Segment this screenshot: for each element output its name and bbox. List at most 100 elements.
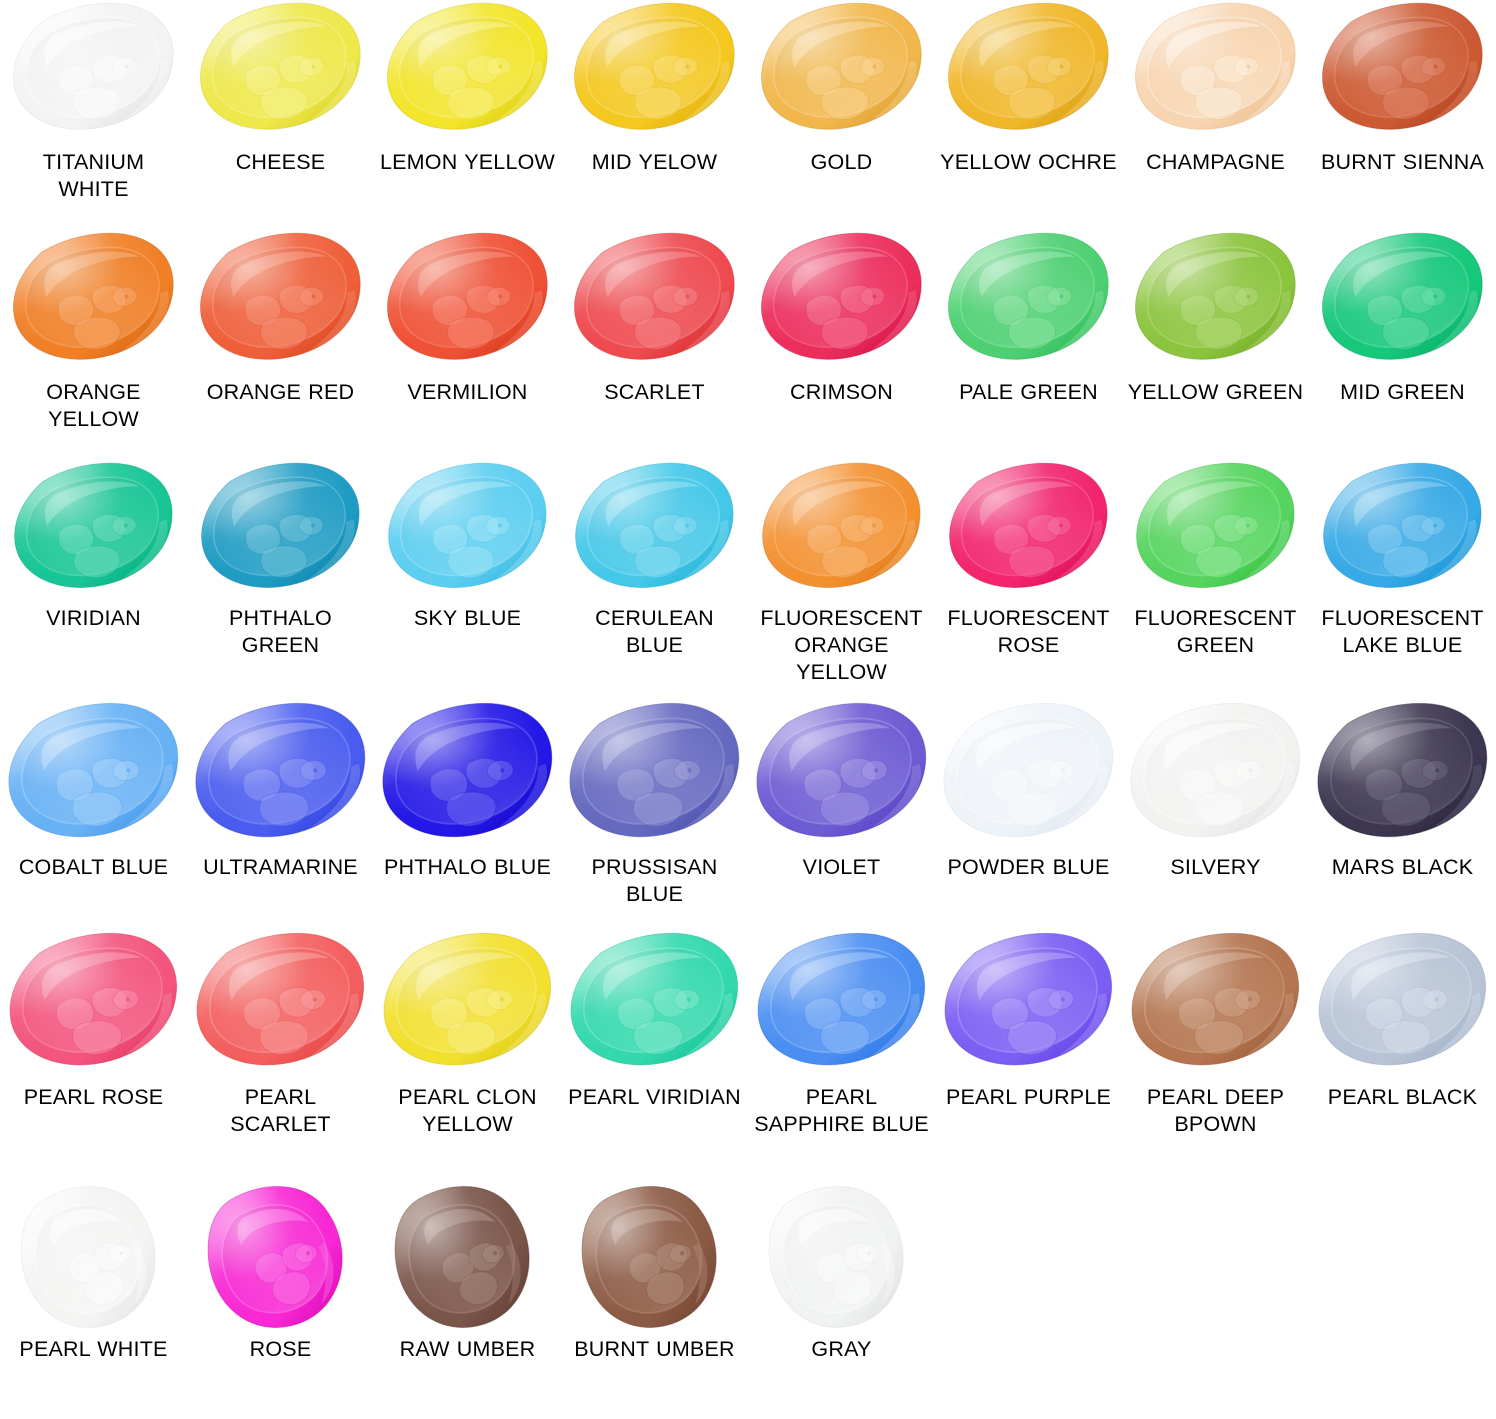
color-name-label: FLUORESCENT ORANGE YELLOW (760, 606, 923, 684)
swatch-cell[interactable]: POWDER BLUE (935, 700, 1122, 930)
paint-blob-icon (935, 230, 1122, 370)
swatch-cell[interactable]: CERULEAN BLUE (561, 460, 748, 700)
swatch-cell[interactable]: GRAY (748, 1180, 935, 1419)
swatch-cell[interactable]: LEMON YELLOW (374, 0, 561, 230)
swatch-row-5: PEARL WHITE (0, 1180, 1496, 1419)
color-name-label: CHAMPAGNE (1146, 150, 1285, 174)
color-name-label: MID YELOW (591, 150, 718, 174)
swatch-cell[interactable]: SCARLET (561, 230, 748, 460)
swatch-cell[interactable]: PEARL WHITE (0, 1180, 187, 1419)
swatch-cell[interactable]: MID GREEN (1309, 230, 1496, 460)
color-name-label: MARS BLACK (1331, 855, 1474, 879)
color-name-label: ULTRAMARINE (203, 855, 358, 879)
paint-blob-icon (561, 930, 748, 1076)
color-name-label: VIOLET (802, 855, 881, 879)
paint-blob-icon (187, 230, 374, 370)
swatch-cell[interactable]: PHTHALO GREEN (187, 460, 374, 700)
color-name-label: SCARLET (604, 380, 705, 404)
color-name-label: PHTHALO BLUE (383, 855, 552, 879)
paint-blob-icon (0, 700, 187, 848)
paint-blob-icon (374, 930, 561, 1076)
color-name-label: CHEESE (235, 150, 326, 174)
color-name-label: PEARL SAPPHIRE BLUE (754, 1085, 929, 1136)
swatch-cell[interactable]: ULTRAMARINE (187, 700, 374, 930)
swatch-cell[interactable]: PEARL DEEP BPOWN (1122, 930, 1309, 1180)
paint-blob-icon (374, 1180, 561, 1330)
color-name-label: COBALT BLUE (18, 855, 169, 879)
paint-blob-icon (0, 930, 187, 1076)
color-name-label: SKY BLUE (413, 606, 522, 630)
color-name-label: VERMILION (407, 380, 528, 404)
swatch-cell[interactable]: VIOLET (748, 700, 935, 930)
swatch-cell[interactable]: PALE GREEN (935, 230, 1122, 460)
swatch-cell[interactable]: ORANGE YELLOW (0, 230, 187, 460)
swatch-cell[interactable]: COBALT BLUE (0, 700, 187, 930)
paint-blob-icon (935, 460, 1122, 598)
color-name-label: MID GREEN (1340, 380, 1465, 404)
color-name-label: YELLOW GREEN (1127, 380, 1304, 404)
swatch-cell[interactable]: BURNT UMBER (561, 1180, 748, 1419)
swatch-cell[interactable]: CRIMSON (748, 230, 935, 460)
swatch-cell[interactable]: ORANGE RED (187, 230, 374, 460)
swatch-cell[interactable]: PRUSSISAN BLUE (561, 700, 748, 930)
swatch-cell[interactable]: PEARL SAPPHIRE BLUE (748, 930, 935, 1180)
swatch-cell[interactable]: FLUORESCENT GREEN (1122, 460, 1309, 700)
color-name-label: FLUORESCENT LAKE BLUE (1321, 606, 1484, 657)
paint-blob-icon (187, 1180, 374, 1330)
paint-blob-icon (0, 1180, 187, 1330)
color-name-label: ROSE (249, 1337, 312, 1361)
paint-blob-icon (561, 700, 748, 848)
swatch-cell[interactable]: VIRIDIAN (0, 460, 187, 700)
swatch-cell[interactable]: PEARL ROSE (0, 930, 187, 1180)
swatch-cell[interactable]: VERMILION (374, 230, 561, 460)
swatch-cell[interactable]: PEARL CLON YELLOW (374, 930, 561, 1180)
swatch-cell[interactable]: PEARL SCARLET (187, 930, 374, 1180)
swatch-row-3: COBALT BLUE (0, 700, 1496, 930)
paint-blob-icon (1122, 230, 1309, 370)
color-name-label: PEARL WHITE (19, 1337, 168, 1361)
color-name-label: TITANIUM WHITE (42, 150, 145, 201)
swatch-cell[interactable]: SKY BLUE (374, 460, 561, 700)
color-name-label: RAW UMBER (399, 1337, 536, 1361)
swatch-cell[interactable]: YELLOW GREEN (1122, 230, 1309, 460)
swatch-cell[interactable]: FLUORESCENT LAKE BLUE (1309, 460, 1496, 700)
swatch-row-4: PEARL ROSE (0, 930, 1496, 1180)
swatch-cell[interactable]: SILVERY (1122, 700, 1309, 930)
paint-blob-icon (1309, 930, 1496, 1076)
swatch-cell[interactable]: GOLD (748, 0, 935, 230)
color-name-label: LEMON YELLOW (379, 150, 556, 174)
swatch-cell[interactable]: ROSE (187, 1180, 374, 1419)
paint-blob-icon (561, 1180, 748, 1330)
paint-blob-icon (374, 0, 561, 140)
swatch-cell[interactable]: PEARL PURPLE (935, 930, 1122, 1180)
swatch-cell[interactable]: FLUORESCENT ORANGE YELLOW (748, 460, 935, 700)
swatch-cell[interactable]: YELLOW OCHRE (935, 0, 1122, 230)
color-name-label: CRIMSON (790, 380, 893, 404)
color-name-label: PEARL VIRIDIAN (568, 1085, 741, 1109)
swatch-cell[interactable]: PHTHALO BLUE (374, 700, 561, 930)
paint-blob-icon (748, 930, 935, 1076)
paint-blob-icon (0, 230, 187, 370)
paint-blob-icon (748, 230, 935, 370)
paint-blob-icon (187, 0, 374, 140)
paint-blob-icon (374, 700, 561, 848)
swatch-cell[interactable]: RAW UMBER (374, 1180, 561, 1419)
swatch-cell[interactable]: PEARL VIRIDIAN (561, 930, 748, 1180)
paint-blob-icon (187, 930, 374, 1076)
color-name-label: PHTHALO GREEN (229, 606, 332, 657)
swatch-cell[interactable]: MID YELOW (561, 0, 748, 230)
swatch-cell[interactable]: MARS BLACK (1309, 700, 1496, 930)
paint-blob-icon (935, 930, 1122, 1076)
paint-blob-icon (1122, 0, 1309, 140)
swatch-cell[interactable]: CHAMPAGNE (1122, 0, 1309, 230)
swatch-cell[interactable]: TITANIUM WHITE (0, 0, 187, 230)
color-name-label: ORANGE YELLOW (46, 380, 141, 431)
swatch-cell[interactable]: CHEESE (187, 0, 374, 230)
swatch-cell[interactable]: PEARL BLACK (1309, 930, 1496, 1180)
color-name-label: VIRIDIAN (46, 606, 141, 630)
paint-blob-icon (374, 460, 561, 598)
swatch-cell[interactable]: BURNT SIENNA (1309, 0, 1496, 230)
color-name-label: GRAY (811, 1337, 872, 1361)
swatch-cell[interactable]: FLUORESCENT ROSE (935, 460, 1122, 700)
paint-blob-icon (187, 700, 374, 848)
